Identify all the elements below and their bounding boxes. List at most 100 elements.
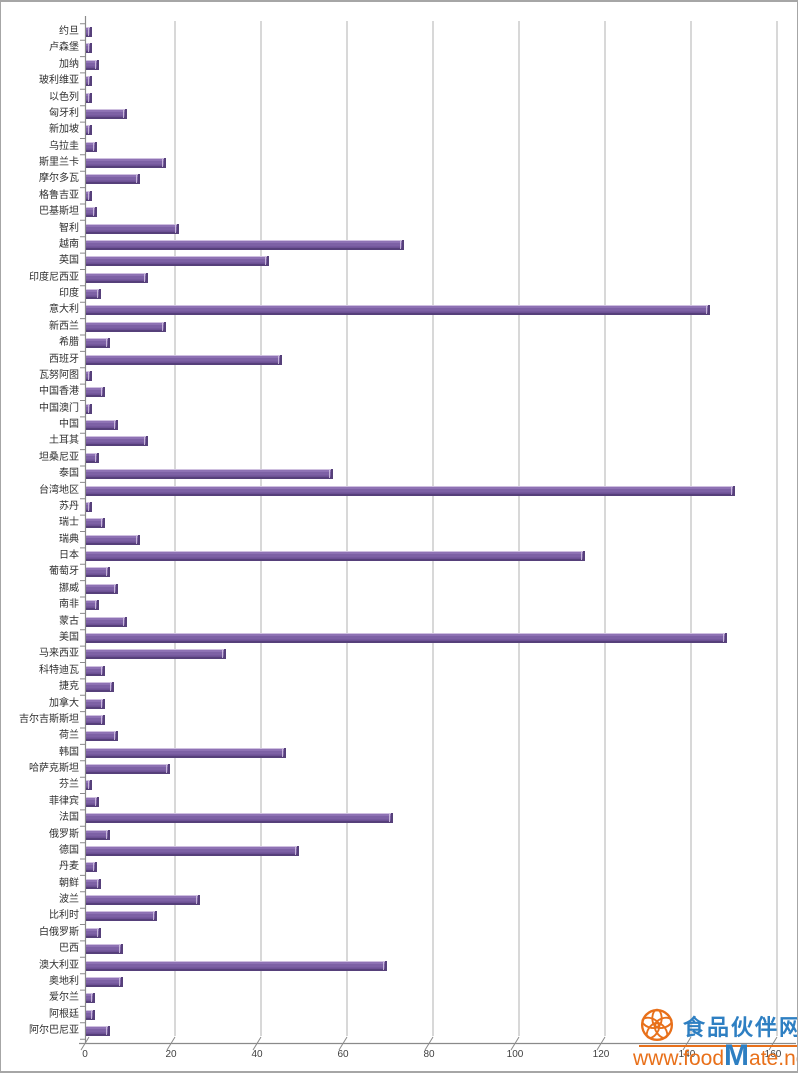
category-label: 奥地利: [49, 975, 79, 987]
category-label: 加纳: [59, 58, 79, 70]
category-label: 意大利: [49, 304, 79, 316]
bar: [86, 682, 114, 693]
x-tick-label: 80: [423, 1049, 435, 1060]
bar: [86, 862, 97, 873]
category-label: 卢森堡: [49, 42, 79, 54]
bar: [86, 616, 127, 627]
category-label: 朝鲜: [59, 877, 79, 889]
bar: [86, 27, 93, 37]
x-tick-label: 120: [592, 1049, 610, 1060]
bar: [86, 895, 200, 905]
bar: [86, 190, 93, 201]
bar: [86, 944, 123, 955]
category-label: 巴基斯坦: [39, 206, 79, 218]
category-label: 爱尔兰: [49, 992, 79, 1004]
bar: [86, 469, 334, 480]
bar: [86, 567, 110, 578]
bar: [86, 501, 93, 512]
category-label: 菲律宾: [49, 795, 79, 807]
category-label: 土耳其: [49, 435, 79, 447]
category-label: 澳大利亚: [39, 959, 79, 971]
category-label: 印度尼西亚: [29, 271, 79, 283]
category-label: 哈萨克斯坦: [29, 763, 79, 774]
bar: [86, 583, 119, 594]
bar: [86, 125, 93, 136]
bar: [86, 731, 119, 742]
category-label: 乌拉圭: [49, 140, 79, 152]
category-label: 新加坡: [49, 124, 79, 136]
bar: [86, 174, 140, 185]
category-label: 苏丹: [59, 500, 79, 512]
bar: [86, 387, 106, 398]
category-label: 德国: [59, 844, 79, 856]
x-tick-label: 40: [251, 1049, 263, 1060]
category-label: 韩国: [59, 746, 79, 758]
bar: [86, 370, 93, 381]
bar: [86, 534, 140, 545]
bar: [86, 993, 95, 1004]
category-label: 瓦努阿图: [39, 369, 79, 381]
category-label: 葡萄牙: [49, 566, 79, 578]
bar: [86, 764, 170, 774]
bar: [86, 1009, 95, 1020]
category-label: 以色列: [49, 91, 79, 103]
category-label: 格鲁吉亚: [39, 189, 79, 201]
bar: [86, 305, 710, 316]
category-label: 蒙古: [59, 615, 79, 627]
category-label: 斯里兰卡: [39, 157, 79, 168]
bar: [86, 403, 93, 414]
category-label: 智利: [59, 222, 79, 234]
bar: [86, 108, 127, 119]
bar: [86, 796, 99, 807]
bar: [86, 747, 286, 758]
category-label: 台湾地区: [39, 484, 79, 496]
bar: [86, 223, 179, 234]
category-label: 泰国: [59, 468, 79, 480]
category-label: 中国香港: [39, 386, 79, 398]
bar: [86, 436, 149, 447]
bar: [86, 289, 101, 299]
x-tick-label: 0: [82, 1049, 88, 1060]
bar: [86, 600, 99, 611]
bar: [86, 698, 106, 709]
bar: [86, 59, 99, 70]
bar: [86, 780, 93, 791]
category-label: 荷兰: [59, 730, 79, 742]
category-label: 法国: [59, 812, 79, 824]
bar: [86, 976, 123, 987]
x-tick-label: 60: [337, 1049, 349, 1060]
category-label: 美国: [59, 631, 79, 643]
x-tick-label: 160: [764, 1049, 782, 1060]
bar: [86, 239, 405, 250]
category-label: 约旦: [59, 26, 79, 37]
category-label: 希腊: [59, 337, 79, 349]
bar: [86, 272, 149, 283]
category-label: 坦桑尼亚: [39, 451, 79, 463]
bar: [86, 338, 110, 349]
bar: [86, 960, 387, 971]
category-label: 印度: [59, 288, 79, 299]
bar: [86, 829, 110, 840]
category-label: 南非: [59, 599, 79, 611]
bar: [86, 43, 93, 54]
bar: [86, 813, 394, 824]
bar: [86, 911, 157, 922]
category-label: 丹麦: [59, 861, 79, 873]
bar: [86, 845, 299, 856]
bar: [86, 354, 282, 365]
category-label: 玻利维亚: [39, 75, 79, 87]
category-label: 阿根廷: [49, 1008, 79, 1020]
category-label: 越南: [59, 238, 79, 250]
bar: [86, 878, 101, 889]
category-label: 瑞典: [59, 533, 79, 545]
x-tick-label: 100: [506, 1049, 524, 1060]
category-label: 加拿大: [49, 697, 79, 709]
bar: [86, 927, 101, 938]
bar: [86, 551, 585, 562]
category-label: 芬兰: [59, 779, 79, 791]
category-label: 新西兰: [49, 320, 79, 332]
bar: [86, 518, 106, 529]
bar: [86, 1026, 110, 1036]
